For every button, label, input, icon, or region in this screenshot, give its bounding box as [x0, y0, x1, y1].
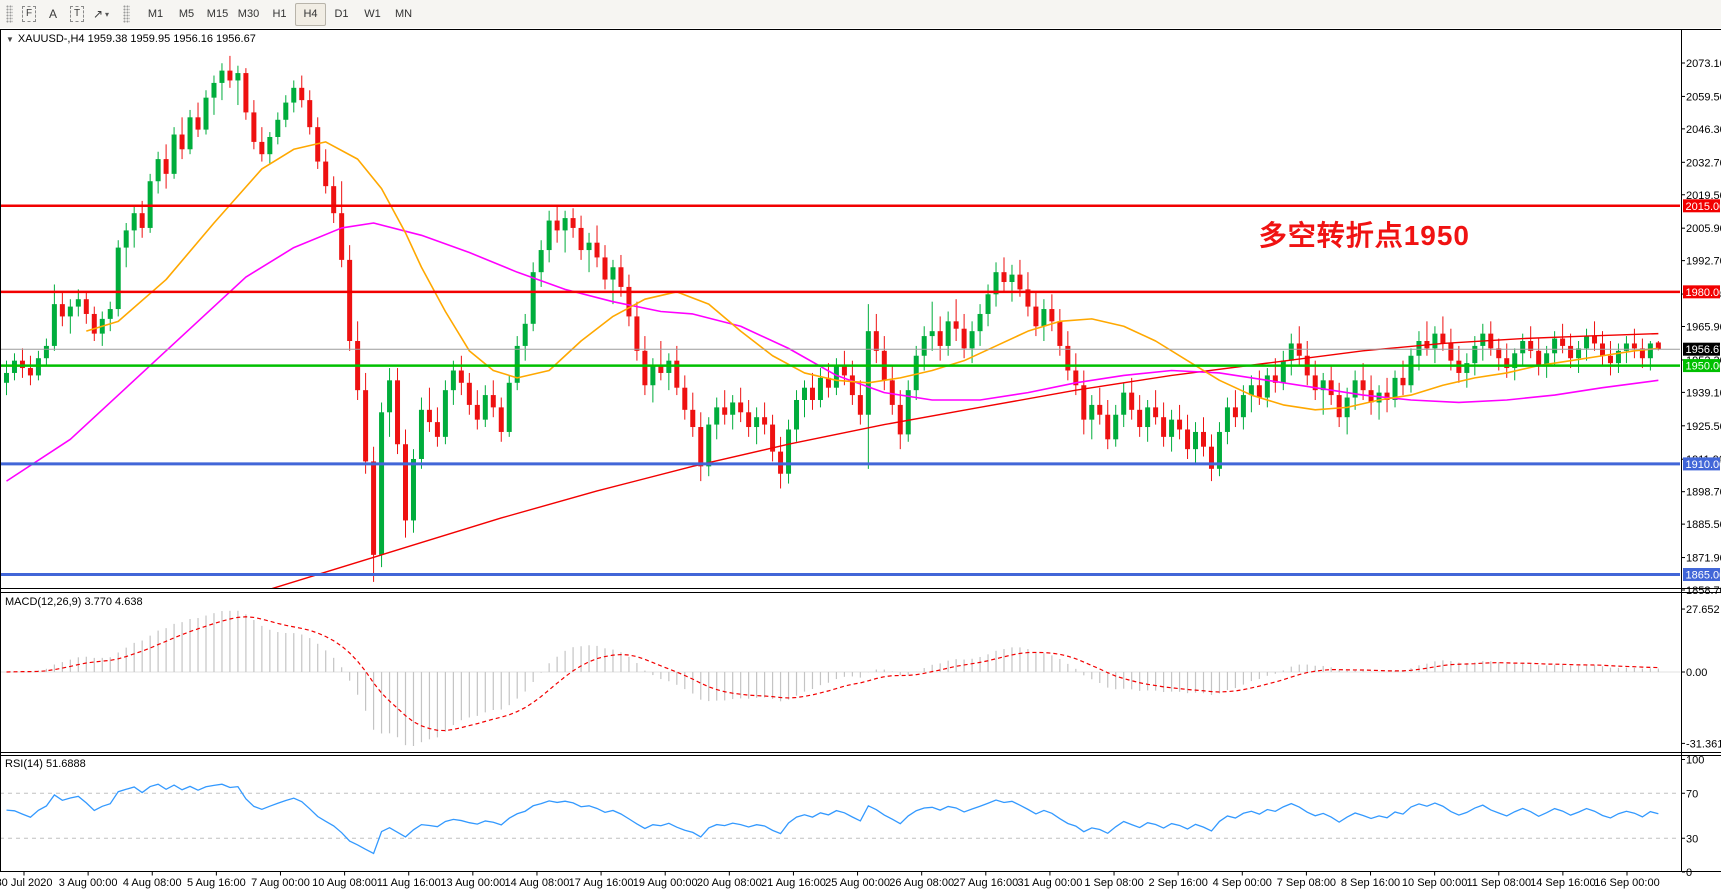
- time-axis-label: 14 Aug 08:00: [505, 877, 570, 889]
- rsi-axis-label: 70: [1686, 788, 1698, 800]
- time-axis-label: 21 Aug 16:00: [761, 877, 826, 889]
- toolbar-drag-handle-icon[interactable]: [6, 5, 13, 23]
- ma-line-fast: [86, 141, 1659, 411]
- time-axis-label: 19 Aug 00:00: [633, 877, 698, 889]
- price-axis-label: 1885.50: [1686, 519, 1721, 531]
- timeframe-button-m1[interactable]: M1: [147, 7, 164, 20]
- time-axis-label: 4 Aug 08:00: [123, 877, 182, 889]
- timeframe-button-h4[interactable]: H4: [295, 2, 326, 26]
- rsi-axis-label: 30: [1686, 833, 1698, 845]
- time-axis-label: 11 Aug 16:00: [377, 877, 441, 889]
- macd-indicator-label: MACD(12,26,9) 3.770 4.638: [5, 596, 143, 608]
- price-axis-label: 1871.90: [1686, 553, 1721, 565]
- collapse-triangle-icon[interactable]: ▼: [6, 35, 14, 44]
- time-axis-label: 14 Sep 16:00: [1530, 877, 1595, 889]
- time-axis-label: 4 Sep 00:00: [1213, 877, 1272, 889]
- time-axis-label: 31 Aug 00:00: [1017, 877, 1082, 889]
- price-level-badge-label: 2015.00: [1686, 201, 1721, 213]
- chart-symbol-header[interactable]: ▼ XAUUSD-,H4 1959.38 1959.95 1956.16 1956…: [6, 33, 256, 45]
- timeframe-button-m30[interactable]: M30: [237, 7, 260, 20]
- price-axis-label: 1925.50: [1686, 421, 1721, 433]
- ma-line-slow: [271, 332, 1659, 588]
- time-axis-label: 7 Aug 00:00: [251, 877, 310, 889]
- timeframe-button-group: M1 M5 M15 M30 H1 H4 D1 W1 MN: [140, 2, 419, 26]
- macd-histogram: [13, 610, 1659, 746]
- time-axis-label: 16 Sep 00:00: [1594, 877, 1659, 889]
- price-axis-label: 1965.90: [1686, 322, 1721, 334]
- time-axis-label: 1 Sep 08:00: [1084, 877, 1143, 889]
- price-level-badge: [1683, 285, 1720, 299]
- chart-text-annotation[interactable]: 多空转折点1950: [1258, 220, 1470, 251]
- price-level-badge-label: 1910.00: [1686, 459, 1721, 471]
- current-price-badge: [1683, 342, 1720, 356]
- timeframe-button-m15[interactable]: M15: [206, 7, 229, 20]
- price-axis-label: 2073.10: [1686, 58, 1721, 70]
- timeframe-button-h1[interactable]: H1: [272, 7, 287, 20]
- price-level-badge-label: 1865.00: [1686, 570, 1721, 582]
- rsi-axis-label: 0: [1686, 867, 1692, 879]
- price-axis[interactable]: 2073.10 2059.50 2046.30 2032.70 2019.50 2005.…: [1682, 58, 1721, 879]
- time-axis-label: 10 Sep 00:00: [1402, 877, 1467, 889]
- rsi-axis-label: 100: [1686, 755, 1704, 767]
- macd-axis-label: 0.00: [1686, 667, 1707, 679]
- time-axis-label: 25 Aug 00:00: [825, 877, 890, 889]
- candlestick-series: [4, 55, 1661, 582]
- toolbar-icons: F A T ↗ ▾: [17, 4, 113, 24]
- price-axis-label: 2019.50: [1686, 190, 1721, 202]
- toolbar-separator-handle-icon[interactable]: [123, 5, 130, 23]
- time-axis-label: 10 Aug 08:00: [312, 877, 377, 889]
- text-label-icon[interactable]: T: [66, 4, 88, 24]
- price-level-badge: [1683, 568, 1720, 582]
- text-cursor-icon[interactable]: A: [48, 7, 57, 21]
- price-axis-label: 1898.70: [1686, 487, 1721, 499]
- rsi-line: [6, 783, 1659, 855]
- timeframe-button-d1[interactable]: D1: [334, 7, 349, 20]
- ma-line-mid: [6, 222, 1659, 482]
- time-axis-label: 20 Aug 08:00: [697, 877, 762, 889]
- price-level-badge: [1683, 199, 1720, 213]
- symbol-ohlc-text: XAUUSD-,H4 1959.38 1959.95 1956.16 1956.…: [17, 33, 256, 45]
- price-axis-label: 1992.70: [1686, 256, 1721, 268]
- current-price-badge-label: 1956.67: [1686, 344, 1721, 356]
- price-axis-label: 2005.90: [1686, 223, 1721, 235]
- macd-axis-label: -31.361: [1686, 738, 1721, 750]
- main-price-panel: [1, 55, 1680, 588]
- price-axis-label: 2059.50: [1686, 91, 1721, 103]
- rsi-indicator-label: RSI(14) 51.6888: [5, 758, 86, 770]
- price-level-badge-label: 1980.00: [1686, 287, 1721, 299]
- time-axis-label: 3 Aug 00:00: [59, 877, 118, 889]
- timeframe-button-m5[interactable]: M5: [178, 7, 195, 20]
- macd-signal-line: [6, 616, 1659, 732]
- price-level-badge-label: 1950.00: [1686, 361, 1721, 373]
- rsi-panel: [1, 783, 1680, 855]
- macd-axis-label: 27.652: [1686, 604, 1720, 616]
- fibonacci-retracement-icon[interactable]: F: [18, 4, 40, 24]
- price-level-badge: [1683, 359, 1720, 373]
- time-axis-label: 26 Aug 08:00: [889, 877, 954, 889]
- dropdown-caret-icon[interactable]: ▾: [105, 9, 110, 19]
- time-axis-label: 27 Aug 16:00: [953, 877, 1018, 889]
- price-axis-label: 1858.70: [1686, 585, 1721, 597]
- arrow-tools-icon[interactable]: ↗ ▾: [92, 7, 110, 21]
- price-level-badge: [1683, 457, 1720, 471]
- panel-borders: [0, 29, 1721, 872]
- time-axis-label: 5 Aug 16:00: [187, 877, 246, 889]
- timeframe-button-w1[interactable]: W1: [364, 7, 381, 20]
- price-axis-label: 2046.30: [1686, 124, 1721, 136]
- toolbar: F A T ↗ ▾ M1 M5 M15 M30 H1 H4 D1 W1 MN: [0, 0, 1721, 28]
- time-axis-label: 2 Sep 16:00: [1148, 877, 1207, 889]
- time-axis-label: 11 Sep 08:00: [1466, 877, 1531, 889]
- time-axis-label: 7 Sep 08:00: [1277, 877, 1336, 889]
- macd-panel: [1, 610, 1680, 746]
- timeframe-button-mn[interactable]: MN: [394, 7, 413, 20]
- time-axis-label: 8 Sep 16:00: [1341, 877, 1400, 889]
- time-axis-label: 13 Aug 00:00: [440, 877, 505, 889]
- time-axis[interactable]: 30 Jul 2020 3 Aug 00:00 4 Aug 08:00 5 Aug 1…: [0, 871, 1660, 890]
- time-axis-label: 17 Aug 16:00: [569, 877, 634, 889]
- price-axis-label: 1939.10: [1686, 387, 1721, 399]
- time-axis-label: 30 Jul 2020: [0, 877, 52, 889]
- price-axis-label: 2032.70: [1686, 157, 1721, 169]
